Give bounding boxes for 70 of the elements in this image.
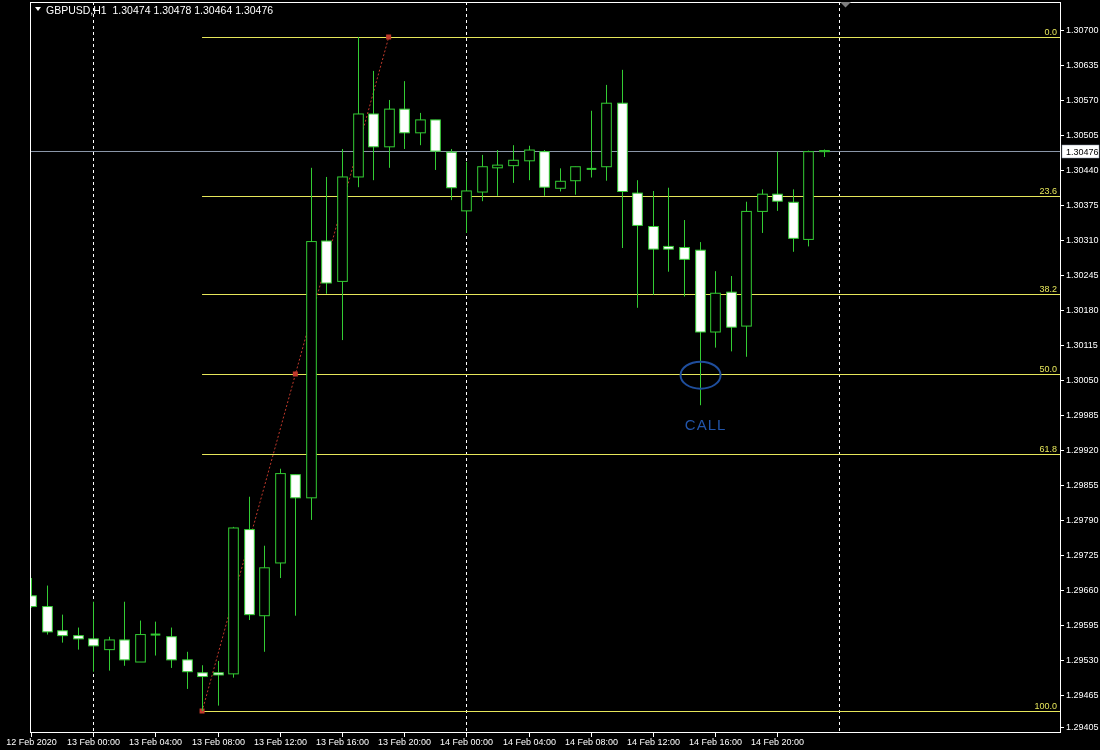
candlestick xyxy=(492,149,503,197)
x-tick-label: 12 Feb 2020 xyxy=(6,737,57,747)
y-tick-label: 1.30310 xyxy=(1066,235,1099,246)
x-tick-label: 13 Feb 20:00 xyxy=(377,737,432,747)
y-tick-label: 1.29405 xyxy=(1066,722,1099,733)
series-label: 100.0 xyxy=(1034,700,1057,711)
y-tick-label: 1.30505 xyxy=(1066,130,1099,141)
y-tick-label: 1.29855 xyxy=(1066,480,1099,491)
candlestick xyxy=(663,187,674,273)
series-label: 38.2 xyxy=(1039,283,1057,294)
candlestick xyxy=(415,112,426,146)
series-label: 0.0 xyxy=(1044,26,1057,37)
candlestick xyxy=(182,651,193,690)
y-tick-label: 1.30115 xyxy=(1066,340,1098,351)
candlestick xyxy=(772,151,783,212)
y-tick-label: 1.29985 xyxy=(1066,410,1099,421)
x-tick-label: 13 Feb 16:00 xyxy=(315,737,370,747)
y-tick-label: 1.30245 xyxy=(1066,270,1099,281)
candlestick xyxy=(524,145,535,181)
point xyxy=(199,708,205,714)
y-tick-label: 1.29920 xyxy=(1066,445,1099,456)
y-tick-label: 1.30700 xyxy=(1066,25,1099,36)
y-tick-label: 1.29725 xyxy=(1066,550,1099,561)
y-tick-label: 1.30440 xyxy=(1066,165,1099,176)
x-tick-label: 14 Feb 04:00 xyxy=(502,737,557,747)
candlestick xyxy=(461,161,472,234)
candlestick xyxy=(757,188,768,234)
y-tick-label: 1.30635 xyxy=(1066,60,1099,71)
y-tick-label: 1.30050 xyxy=(1066,375,1099,386)
candlestick xyxy=(166,627,177,669)
x-tick-label: 14 Feb 20:00 xyxy=(750,737,805,747)
y-tick-label: 1.29595 xyxy=(1066,620,1099,631)
candlestick xyxy=(399,80,410,150)
candlestick xyxy=(104,636,115,672)
ref-line-label: 1.30476 xyxy=(1066,146,1099,157)
x-tick-label: 14 Feb 16:00 xyxy=(688,737,743,747)
series-label: 50.0 xyxy=(1039,363,1057,374)
candlestick xyxy=(648,190,659,296)
candlestick xyxy=(119,601,130,667)
candlestick xyxy=(73,627,84,651)
x-tick-label: 14 Feb 08:00 xyxy=(564,737,619,747)
y-tick-label: 1.30375 xyxy=(1066,200,1099,211)
y-tick-label: 1.29530 xyxy=(1066,655,1099,666)
y-tick-label: 1.29660 xyxy=(1066,585,1099,596)
candlestick xyxy=(679,219,690,297)
point xyxy=(386,34,392,40)
candlestick xyxy=(290,474,301,617)
y-tick-label: 1.30570 xyxy=(1066,95,1099,106)
x-tick-label: 13 Feb 04:00 xyxy=(128,737,183,747)
candlestick xyxy=(213,660,224,707)
point xyxy=(292,371,298,377)
candlestick xyxy=(149,621,162,657)
y-tick-label: 1.29790 xyxy=(1066,515,1099,526)
y-tick-label: 1.30180 xyxy=(1066,305,1099,316)
candlestick xyxy=(570,166,581,196)
x-tick-label: 13 Feb 08:00 xyxy=(191,737,246,747)
x-tick-label: 14 Feb 00:00 xyxy=(439,737,494,747)
annotation: CALL xyxy=(684,416,727,434)
y-tick-label: 1.29465 xyxy=(1066,690,1099,700)
candlestick xyxy=(57,614,68,644)
x-tick-label: 14 Feb 12:00 xyxy=(626,737,681,747)
candlestick xyxy=(585,110,598,178)
series-label: 23.6 xyxy=(1039,185,1057,196)
x-tick-label: 13 Feb 00:00 xyxy=(66,737,121,747)
candlestick xyxy=(88,601,99,673)
candlestick xyxy=(555,167,566,192)
series-label: 61.8 xyxy=(1039,443,1057,454)
candlestick xyxy=(508,144,519,184)
x-tick-label: 13 Feb 12:00 xyxy=(253,737,308,747)
chart-title: GBPUSD,H1 1.30474 1.30478 1.30464 1.30476 xyxy=(46,3,274,16)
